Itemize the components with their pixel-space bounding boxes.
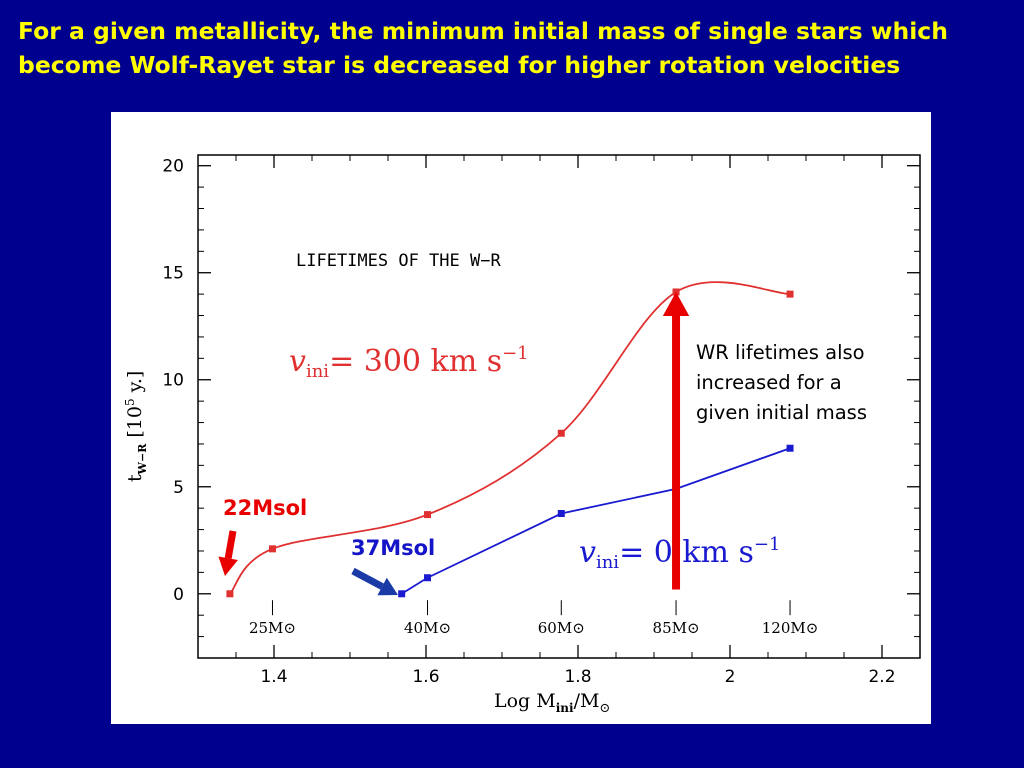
callout-line-2: increased for a	[696, 371, 842, 394]
rotating-series-label: vini= 300 km s−1	[289, 343, 529, 382]
rotating-data-point	[424, 511, 432, 519]
title-line-2: become Wolf-Rayet star is decreased for …	[18, 51, 901, 79]
nonrotating-data-point	[424, 574, 432, 582]
arrow-22msol-head	[218, 556, 238, 576]
y-tick-label: 20	[162, 157, 184, 177]
slide-title: For a given metallicity, the minimum ini…	[18, 14, 1008, 82]
mass-marker-label: 25M⊙	[249, 619, 296, 637]
lifetime-arrow-head	[662, 291, 690, 316]
annotation-arrows	[218, 291, 690, 596]
plot-frame	[197, 154, 921, 659]
mass-markers: 25M⊙ 40M⊙ 60M⊙ 85M⊙ 120M⊙	[249, 600, 818, 637]
title-line-1: For a given metallicity, the minimum ini…	[18, 17, 948, 45]
x-tick-label: 1.4	[260, 667, 287, 687]
arrow-37msol-head	[377, 577, 398, 596]
y-tick-label: 15	[162, 264, 184, 284]
x-tick-label: 2	[725, 667, 736, 687]
y-axis-label: tW−R [105 y.]	[123, 371, 149, 482]
y-tick-label: 10	[162, 371, 184, 391]
rotating-data-point	[786, 290, 794, 298]
x-axis-label: Log Mini/M⊙	[494, 690, 610, 716]
axis-ticks: 1.4 1.6 1.8 2 2.2 0 5 10 15 20	[162, 155, 921, 687]
chart-figure: 1.4 1.6 1.8 2 2.2 0 5 10 15 20 25M⊙ 40M⊙ 60M⊙ 85M⊙ 12…	[111, 112, 931, 724]
nonrotating-data-point	[786, 444, 794, 452]
lifetimes-chart: 1.4 1.6 1.8 2 2.2 0 5 10 15 20 25M⊙ 40M⊙ 60M⊙ 85M⊙ 12…	[123, 154, 921, 716]
nonrotating-series-label: vini= 0 km s−1	[579, 534, 780, 573]
note-37msol: 37Msol	[351, 536, 436, 560]
callout-line-3: given initial mass	[696, 401, 867, 424]
mass-marker-label: 40M⊙	[404, 619, 451, 637]
y-tick-label: 0	[173, 585, 184, 605]
mass-marker-label: 60M⊙	[538, 619, 585, 637]
nonrotating-data-point	[557, 510, 565, 518]
rotating-data-point	[226, 590, 234, 598]
x-tick-label: 1.6	[412, 667, 439, 687]
arrow-37msol-shaft	[351, 567, 384, 590]
nonrotating-data-point	[398, 590, 406, 598]
chart-title: LIFETIMES OF THE W−R	[296, 251, 501, 271]
mass-marker-label: 120M⊙	[762, 619, 819, 637]
rotating-data-point	[557, 429, 565, 437]
arrow-22msol-shaft	[224, 530, 237, 559]
rotating-data-point	[268, 545, 276, 553]
callout-text: WR lifetimes also increased for a given …	[696, 338, 926, 428]
y-tick-label: 5	[173, 478, 184, 498]
callout-line-1: WR lifetimes also	[696, 341, 865, 364]
mass-marker-label: 85M⊙	[653, 619, 700, 637]
x-tick-label: 2.2	[868, 667, 895, 687]
note-22msol: 22Msol	[223, 496, 308, 520]
x-tick-label: 1.8	[564, 667, 591, 687]
